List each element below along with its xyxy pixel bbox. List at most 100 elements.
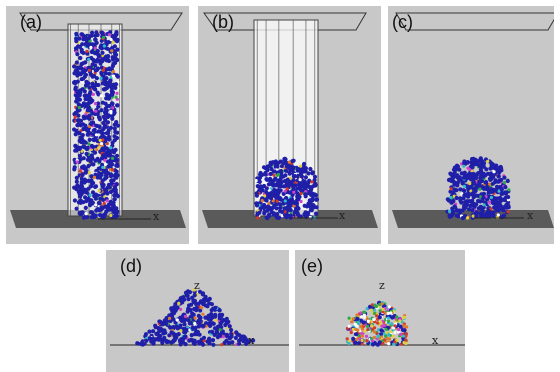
particle <box>75 65 80 70</box>
particle <box>74 175 79 180</box>
particle <box>111 106 115 110</box>
particle <box>287 165 292 170</box>
particle <box>227 324 232 329</box>
particle <box>83 205 88 210</box>
particle <box>115 163 120 168</box>
particle <box>74 187 79 192</box>
particle <box>458 198 463 203</box>
particle <box>80 87 85 92</box>
particle <box>104 136 109 141</box>
particle <box>487 200 492 204</box>
particle <box>84 151 89 156</box>
panel-label: (d) <box>120 256 142 276</box>
particle <box>355 316 360 321</box>
particle <box>495 185 500 190</box>
particle <box>227 336 232 341</box>
particle <box>74 179 79 184</box>
particle <box>82 74 87 79</box>
particle <box>153 323 158 328</box>
particle <box>100 147 105 152</box>
panel-c-scene <box>392 12 554 228</box>
particle-heap <box>135 288 256 347</box>
panel-b: (b) x <box>198 6 381 244</box>
particle <box>299 174 304 179</box>
particle <box>487 213 492 218</box>
panel-c: (c) x <box>388 6 554 244</box>
particle <box>75 52 80 57</box>
particle <box>270 160 275 165</box>
particle <box>293 174 298 179</box>
particle <box>92 86 97 91</box>
particle <box>386 319 391 323</box>
panel-label: (b) <box>212 12 234 32</box>
particle <box>113 52 118 57</box>
particle <box>265 168 270 173</box>
particle <box>87 116 92 121</box>
particle <box>101 215 106 220</box>
particle <box>237 338 242 343</box>
particle <box>491 163 496 168</box>
particle <box>386 316 390 320</box>
particle <box>99 76 103 80</box>
particle <box>81 33 86 39</box>
particle <box>114 182 119 187</box>
particle <box>468 177 474 182</box>
particle <box>479 178 485 184</box>
particle <box>195 329 200 335</box>
particle <box>163 330 168 335</box>
x-axis-label: x <box>432 334 439 347</box>
particle <box>191 312 196 317</box>
particle <box>477 182 482 187</box>
particle <box>303 192 308 197</box>
particle <box>452 204 457 209</box>
particle <box>264 186 269 191</box>
particle <box>200 306 204 310</box>
particle <box>98 138 102 142</box>
particle <box>471 158 477 163</box>
particle <box>186 297 191 302</box>
particle <box>107 185 112 190</box>
particle <box>484 167 489 172</box>
particle <box>210 338 216 343</box>
particle <box>103 204 108 209</box>
particle <box>88 184 94 189</box>
particle <box>478 167 483 172</box>
particle <box>220 319 225 324</box>
panel-e: (e) z x <box>295 250 465 372</box>
particle <box>360 315 364 319</box>
particle <box>295 191 300 196</box>
particle <box>101 165 105 169</box>
particle <box>215 324 221 329</box>
particle <box>490 181 495 186</box>
particle <box>150 336 155 341</box>
particle <box>96 104 101 109</box>
particle <box>398 319 402 323</box>
particle <box>94 109 98 113</box>
particle <box>386 336 390 340</box>
particle <box>82 93 87 98</box>
particle <box>274 215 279 220</box>
particle <box>211 342 216 347</box>
particle <box>471 214 475 218</box>
particle <box>271 211 276 216</box>
particle <box>77 36 82 41</box>
particle <box>482 203 486 207</box>
particle <box>109 213 113 218</box>
particle <box>282 156 288 161</box>
particle <box>98 45 103 50</box>
particle <box>306 171 311 176</box>
particle <box>105 112 110 118</box>
particle <box>354 337 358 342</box>
particle <box>371 327 375 331</box>
particle <box>175 318 179 322</box>
particle <box>278 188 283 193</box>
particle <box>314 197 319 202</box>
particle <box>110 140 115 145</box>
particle <box>496 213 500 217</box>
particle <box>82 116 87 121</box>
particle <box>111 74 116 78</box>
particle <box>100 54 105 58</box>
particle <box>171 311 177 316</box>
particle <box>476 206 481 211</box>
particle <box>304 183 309 188</box>
